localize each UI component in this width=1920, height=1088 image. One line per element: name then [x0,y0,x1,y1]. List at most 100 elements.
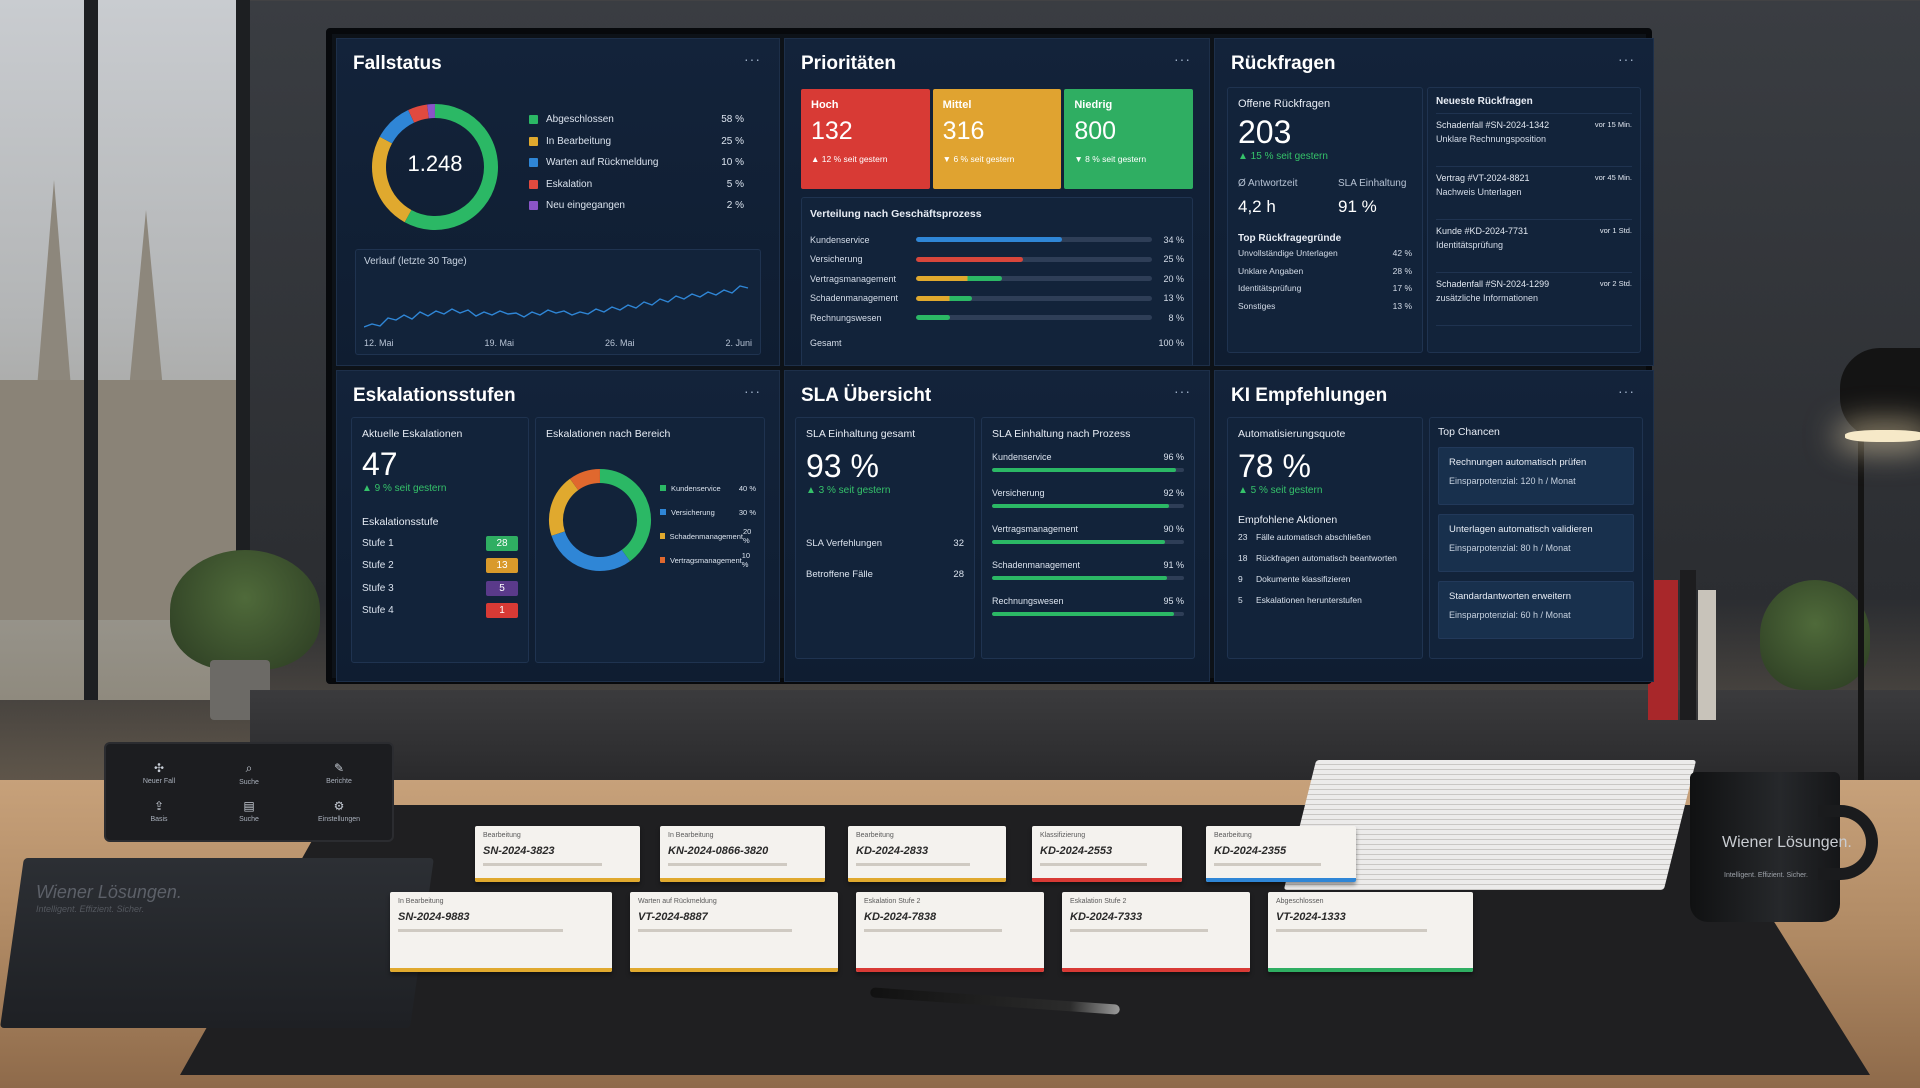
request-head: Kunde #KD-2024-7731 vor 1 Std. [1436,226,1632,236]
request-title: Schadenfall #SN-2024-1342 [1436,120,1550,130]
case-status-stripe [660,878,825,882]
distribution-bar [916,256,1024,262]
escalations-by-area-box: Eskalationen nach Bereich Kundenservice 4… [535,417,765,663]
priority-name: Hoch [811,99,839,111]
action-label: Rückfragen automatisch beantworten [1256,553,1397,563]
reason-label: Identitätsprüfung [1238,283,1302,293]
case-card[interactable]: Abgeschlossen VT-2024-1333 [1268,892,1473,972]
trend-tick: 19. Mai [484,338,514,348]
donut-svg [372,104,498,230]
overall-label: SLA Einhaltung gesamt [806,428,916,440]
tablet-button[interactable]: ✎ Berichte [294,754,384,792]
total-cases: 1.248 [407,151,463,176]
affected-label: Betroffene Fälle [806,569,873,580]
affected-value: 28 [953,569,964,580]
case-card[interactable]: Bearbeitung SN-2024-3823 [475,826,640,882]
sla-bar [992,576,1167,580]
more-menu-icon[interactable]: ··· [1174,51,1191,67]
quota-label: Automatisierungsquote [1238,428,1346,440]
request-item[interactable]: Vertrag #VT-2024-8821 vor 45 Min. Nachweis… [1436,167,1632,220]
case-card[interactable]: In Bearbeitung KN-2024-0866-3820 [660,826,825,882]
lamp [1858,380,1864,850]
cathedral-spire [128,210,164,400]
tablet-button-label: Suche [239,816,259,823]
case-card[interactable]: Warten auf Rückmeldung VT-2024-8887 [630,892,838,972]
panel-ki: KI Empfehlungen ··· Automatisierungsquot… [1214,370,1654,682]
chance-card[interactable]: Standardantworten erweitern Einsparpotenz… [1438,581,1634,639]
sla-track [992,612,1184,616]
tablet-button[interactable]: ⌕ Suche [204,754,294,792]
reason-row: Unklare Angaben 28 % [1238,266,1412,284]
quota-change: ▲ 5 % seit gestern [1238,485,1323,496]
priority-change: ▼ 6 % seit gestern [942,154,1015,164]
distribution-label: Vertragsmanagement [810,273,897,284]
tablet-button[interactable]: ▤ Suche [204,792,294,830]
case-text-line [856,863,970,866]
case-card[interactable]: In Bearbeitung SN-2024-9883 [390,892,612,972]
case-status: Bearbeitung [1214,832,1252,839]
distribution-track [916,315,1152,321]
action-row[interactable]: 9 Dokumente klassifizieren [1238,574,1412,595]
edit-icon: ✎ [333,761,345,775]
sla-process-row: Schadenmanagement 91 % [992,560,1184,596]
reason-pct: 42 % [1392,248,1412,258]
case-card[interactable]: Eskalation Stufe 2 KD-2024-7333 [1062,892,1250,972]
status-donut-chart: 1.248 [367,99,503,235]
area-pct: 20 % [742,527,752,545]
more-menu-icon[interactable]: ··· [1618,51,1635,67]
case-card[interactable]: Klassifizierung KD-2024-2553 [1032,826,1182,882]
area-pct: 40 % [738,483,756,493]
tablet-button[interactable]: ⇪ Basis [114,792,204,830]
legend-swatch [529,136,538,146]
legend-swatch [529,115,538,125]
legend-item: Neu eingegangen 2 % [529,195,744,217]
distribution-track [916,256,1152,262]
legend-swatch [529,179,538,189]
case-card[interactable]: Eskalation Stufe 2 KD-2024-7838 [856,892,1044,972]
sla-bar [992,612,1175,616]
violations-row: SLA Verfehlungen 32 [806,538,964,549]
request-item[interactable]: Schadenfall #SN-2024-1299 vor 2 Std. zusät… [1436,273,1632,326]
case-text-line [483,863,603,866]
donut-segment [404,104,498,230]
stage-label: Stufe 1 [362,537,394,549]
sla-process-pct: 95 % [1163,596,1184,606]
tablet-button[interactable]: ✣ Neuer Fall [114,754,204,792]
distribution-bar [916,237,1062,243]
request-time: vor 1 Std. [1599,226,1632,235]
case-text-line [864,929,1002,932]
priority-card[interactable]: Niedrig 800 ▼ 8 % seit gestern [1064,89,1194,189]
action-row[interactable]: 18 Rückfragen automatisch beantworten [1238,553,1412,574]
request-item[interactable]: Schadenfall #SN-2024-1342 vor 15 Min. Unkl… [1436,114,1632,167]
action-row[interactable]: 5 Eskalationen herunterstufen [1238,595,1412,616]
distribution-row: Schadenmanagement 13 % [810,289,1184,309]
chance-card[interactable]: Unterlagen automatisch validieren Einspar… [1438,514,1634,572]
chance-potential: Einsparpotenzial: 60 h / Monat [1449,610,1571,620]
priority-card[interactable]: Mittel 316 ▼ 6 % seit gestern [932,89,1062,189]
more-menu-icon[interactable]: ··· [1174,383,1191,399]
case-card[interactable]: Bearbeitung KD-2024-2355 [1206,826,1356,882]
sla-process-row: Rechnungswesen 95 % [992,596,1184,632]
overall-value: 93 % [806,448,879,484]
legend-label: Warten auf Rückmeldung [546,157,659,169]
sla-track [992,468,1184,472]
actions-title: Empfohlene Aktionen [1238,514,1338,526]
sla-process-pct: 91 % [1163,560,1184,570]
distribution-label: Kundenservice [810,234,870,245]
chance-potential: Einsparpotenzial: 120 h / Monat [1449,476,1576,486]
case-card[interactable]: Bearbeitung KD-2024-2833 [848,826,1006,882]
more-menu-icon[interactable]: ··· [1618,383,1635,399]
more-menu-icon[interactable]: ··· [744,51,761,67]
request-item[interactable]: Kunde #KD-2024-7731 vor 1 Std. Identitätsp… [1436,220,1632,273]
chance-card[interactable]: Rechnungen automatisch prüfen Einsparpote… [1438,447,1634,505]
case-id: KD-2024-2833 [856,845,929,857]
donut-segment [549,478,579,536]
priority-card[interactable]: Hoch 132 ▲ 12 % seit gestern [801,89,930,189]
tablet-button[interactable]: ⚙ Einstellungen [294,792,384,830]
quota-value: 78 % [1238,448,1311,484]
legend-item: Abgeschlossen 58 % [529,109,744,131]
case-id: VT-2024-8887 [638,911,708,923]
window-frame [236,0,250,700]
action-row[interactable]: 23 Fälle automatisch abschließen [1238,532,1412,553]
more-menu-icon[interactable]: ··· [744,383,761,399]
